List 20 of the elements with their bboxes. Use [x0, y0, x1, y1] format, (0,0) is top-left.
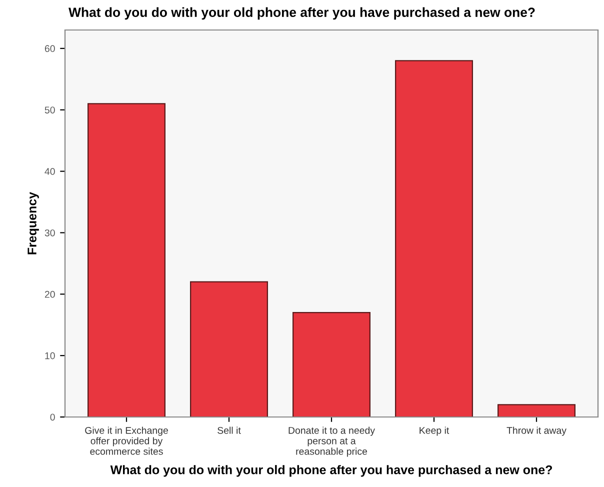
- y-tick-label: 50: [44, 106, 55, 114]
- x-tick-label: Throw it away: [506, 426, 566, 436]
- x-tick-label: Sell it: [218, 426, 241, 434]
- y-tick-label: 30: [44, 229, 55, 236]
- chart-title: What do you do with your old phone after you have purchased a new one?: [68, 7, 535, 20]
- x-tick-label: Give it in Exchange offer provided by ecommerce sites: [85, 426, 168, 455]
- bar: [498, 404, 576, 417]
- y-tick-label: 60: [44, 45, 55, 52]
- x-tick-label: Keep it: [420, 426, 450, 436]
- y-tick-label: 20: [44, 290, 55, 298]
- bar: [395, 60, 473, 417]
- y-tick-label: 10: [45, 352, 55, 360]
- y-axis-title: Frequency: [28, 192, 39, 254]
- x-tick-label: Donate it to a needy person at a reasonable price: [288, 426, 375, 457]
- bar: [190, 281, 268, 417]
- y-tick-label: 0: [50, 414, 55, 421]
- bar: [88, 103, 166, 417]
- x-axis-title: What do you do with your old phone after you have purchased a new one?: [110, 465, 552, 477]
- y-tick-label: 40: [44, 168, 55, 175]
- bar: [292, 312, 370, 417]
